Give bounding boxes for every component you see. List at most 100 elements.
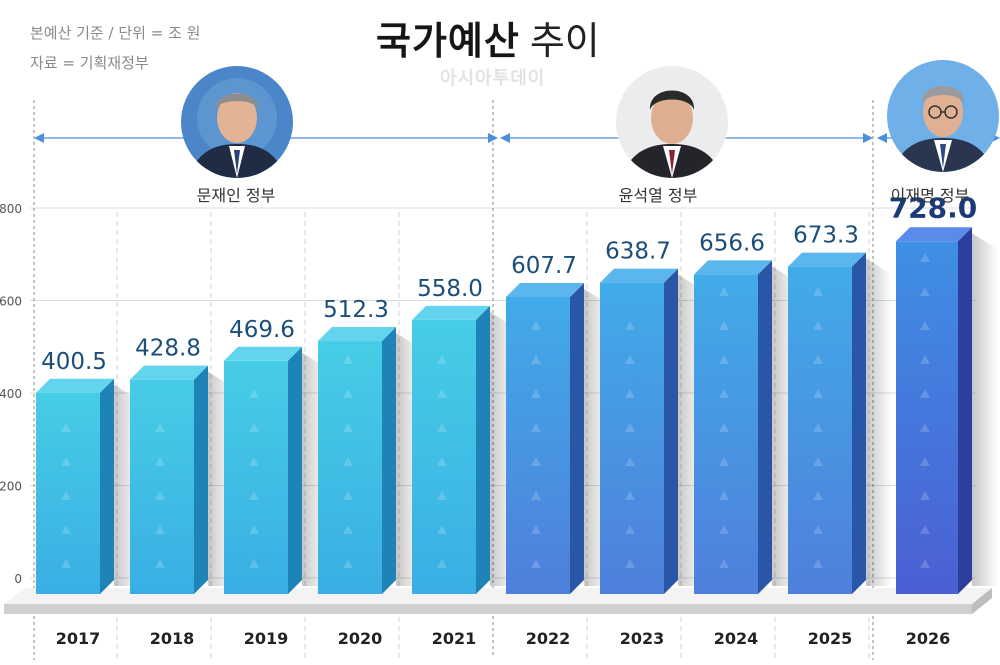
value-label-2018: 428.8: [135, 336, 201, 362]
bar-arrow-mark: [155, 525, 165, 534]
bar-arrow-mark: [61, 457, 71, 466]
gov-label-lee: 이재명 정부: [890, 186, 970, 205]
bar-top: [788, 252, 866, 267]
bar-side: [476, 305, 490, 594]
bar-arrow-mark: [437, 457, 447, 466]
bar-arrow-mark: [813, 287, 823, 296]
bar-top: [600, 268, 678, 283]
bar-arrow-mark: [719, 491, 729, 500]
bar-2019: [224, 360, 288, 594]
floor-side: [972, 588, 992, 614]
x-tick-label: 2025: [808, 629, 853, 648]
bar-shadow: [972, 233, 998, 587]
bar-arrow-mark: [920, 389, 930, 398]
bar-arrow-mark: [920, 253, 930, 262]
bar-arrow-mark: [531, 321, 541, 330]
bar-arrow-mark: [625, 321, 635, 330]
x-tick-label: 2019: [244, 629, 289, 648]
y-tick-label: 600: [0, 295, 22, 309]
bars-layer: [36, 227, 998, 595]
bar-2022: [506, 296, 570, 594]
bar-arrow-mark: [813, 457, 823, 466]
bar-arrow-mark: [437, 525, 447, 534]
bar-arrow-mark: [61, 423, 71, 432]
bar-arrow-mark: [155, 491, 165, 500]
bar-2024: [694, 274, 758, 594]
y-tick-label: 800: [0, 202, 22, 216]
bar-arrow-mark: [249, 559, 259, 568]
bar-top: [412, 305, 490, 320]
bar-arrow-mark: [813, 355, 823, 364]
bar-arrow-mark: [813, 525, 823, 534]
bar-arrow-mark: [920, 457, 930, 466]
bar-top: [130, 365, 208, 380]
bar-top: [318, 327, 396, 342]
bar-arrow-mark: [719, 423, 729, 432]
bar-arrow-mark: [155, 423, 165, 432]
bar-side: [382, 327, 396, 594]
x-tick-label: 2022: [526, 629, 571, 648]
bar-side: [288, 346, 302, 594]
bar-arrow-mark: [719, 321, 729, 330]
title-bold: 국가예산: [376, 19, 520, 63]
bar-2025: [788, 266, 852, 594]
portrait-moon: [181, 66, 293, 178]
bar-top: [896, 227, 972, 242]
bar-arrow-mark: [531, 355, 541, 364]
bar-arrow-mark: [813, 559, 823, 568]
bar-arrow-mark: [813, 321, 823, 330]
value-label-2024: 656.6: [699, 230, 765, 256]
value-label-2025: 673.3: [793, 223, 859, 249]
bar-arrow-mark: [625, 457, 635, 466]
x-tick-label: 2020: [338, 629, 383, 648]
bar-arrow-mark: [920, 559, 930, 568]
bar-2020: [318, 341, 382, 594]
bar-2018: [130, 379, 194, 594]
bar-arrow-mark: [531, 525, 541, 534]
bar-arrow-mark: [719, 525, 729, 534]
value-label-2021: 558.0: [417, 276, 483, 302]
bar-arrow-mark: [719, 287, 729, 296]
bar-arrow-mark: [920, 287, 930, 296]
bar-arrow-mark: [920, 321, 930, 330]
y-tick-label: 400: [0, 387, 22, 401]
bar-2023: [600, 282, 664, 594]
bar-shadow: [866, 258, 892, 586]
bar-2021: [412, 319, 476, 594]
source-note: 자료 = 기획재정부: [30, 54, 149, 72]
bar-arrow-mark: [625, 389, 635, 398]
bar-side: [194, 365, 208, 594]
bar-side: [570, 282, 584, 594]
x-tick-label: 2026: [906, 629, 951, 648]
bar-top: [694, 260, 772, 275]
bar-side: [664, 268, 678, 594]
bar-arrow-mark: [625, 423, 635, 432]
bar-side: [758, 260, 772, 594]
x-tick-label: 2017: [56, 629, 101, 648]
bar-arrow-mark: [531, 457, 541, 466]
bar-arrow-mark: [625, 491, 635, 500]
portrait-yoon: [616, 66, 728, 178]
bar-top: [36, 378, 114, 393]
bar-arrow-mark: [437, 355, 447, 364]
bar-arrow-mark: [249, 491, 259, 500]
bar-arrow-mark: [920, 355, 930, 364]
bar-arrow-mark: [437, 491, 447, 500]
x-tick-label: 2023: [620, 629, 665, 648]
bar-arrow-mark: [61, 559, 71, 568]
bar-arrow-mark: [531, 389, 541, 398]
floor-front: [4, 604, 972, 614]
bar-arrow-mark: [920, 491, 930, 500]
bar-top: [224, 346, 302, 361]
bar-arrow-mark: [343, 491, 353, 500]
y-tick-label: 200: [0, 480, 22, 494]
bar-arrow-mark: [920, 423, 930, 432]
span-arrow-right: [488, 133, 498, 143]
bar-top: [506, 282, 584, 297]
value-label-2020: 512.3: [323, 297, 389, 323]
bar-arrow-mark: [249, 525, 259, 534]
bar-arrow-mark: [437, 389, 447, 398]
bar-arrow-mark: [625, 559, 635, 568]
gov-label-moon: 문재인 정부: [196, 186, 276, 205]
x-tick-label: 2018: [150, 629, 195, 648]
